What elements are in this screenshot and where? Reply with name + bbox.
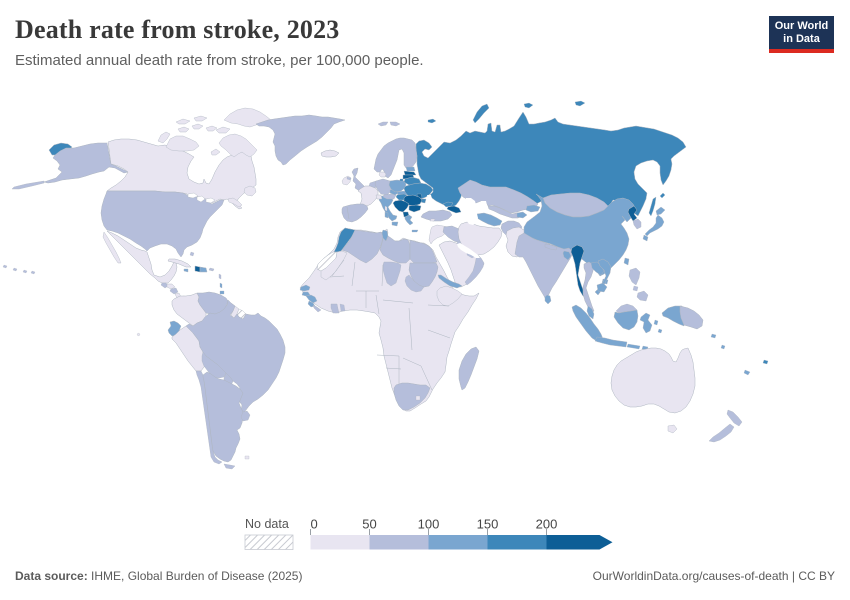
svg-text:50: 50 <box>362 517 376 532</box>
svg-text:150: 150 <box>477 517 499 532</box>
svg-text:100: 100 <box>418 517 440 532</box>
svg-text:200: 200 <box>536 517 558 532</box>
svg-text:0: 0 <box>311 517 318 532</box>
